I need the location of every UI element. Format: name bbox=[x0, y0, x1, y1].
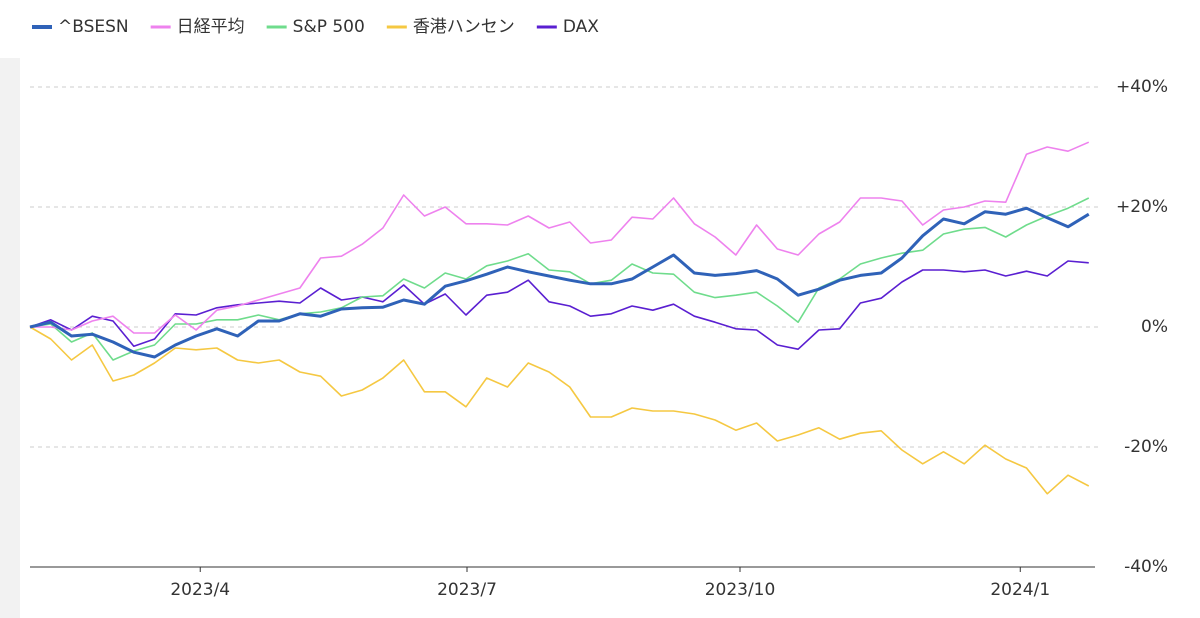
y-tick-label: 0% bbox=[1141, 317, 1168, 337]
y-tick-label: -40% bbox=[1124, 557, 1168, 577]
legend-label: 日経平均 bbox=[177, 17, 245, 37]
x-tick-label: 2024/1 bbox=[990, 580, 1050, 600]
y-tick-label: -20% bbox=[1124, 437, 1168, 457]
series-line bbox=[30, 141, 1090, 334]
series-line bbox=[29, 206, 1090, 359]
legend-label: ^BSESN bbox=[58, 17, 129, 37]
series-line bbox=[29, 326, 1090, 495]
legend-label: S&P 500 bbox=[293, 17, 365, 37]
series-line bbox=[29, 197, 1090, 361]
y-tick-label: +20% bbox=[1116, 197, 1168, 217]
legend-label: 香港ハンセン bbox=[413, 17, 515, 37]
x-tick-label: 2023/10 bbox=[705, 580, 776, 600]
legend-label: DAX bbox=[563, 17, 599, 37]
y-tick-label: +40% bbox=[1116, 77, 1168, 97]
series-line bbox=[29, 260, 1089, 350]
x-tick-label: 2023/7 bbox=[437, 580, 497, 600]
x-tick-label: 2023/4 bbox=[170, 580, 230, 600]
side-panel bbox=[0, 58, 20, 618]
